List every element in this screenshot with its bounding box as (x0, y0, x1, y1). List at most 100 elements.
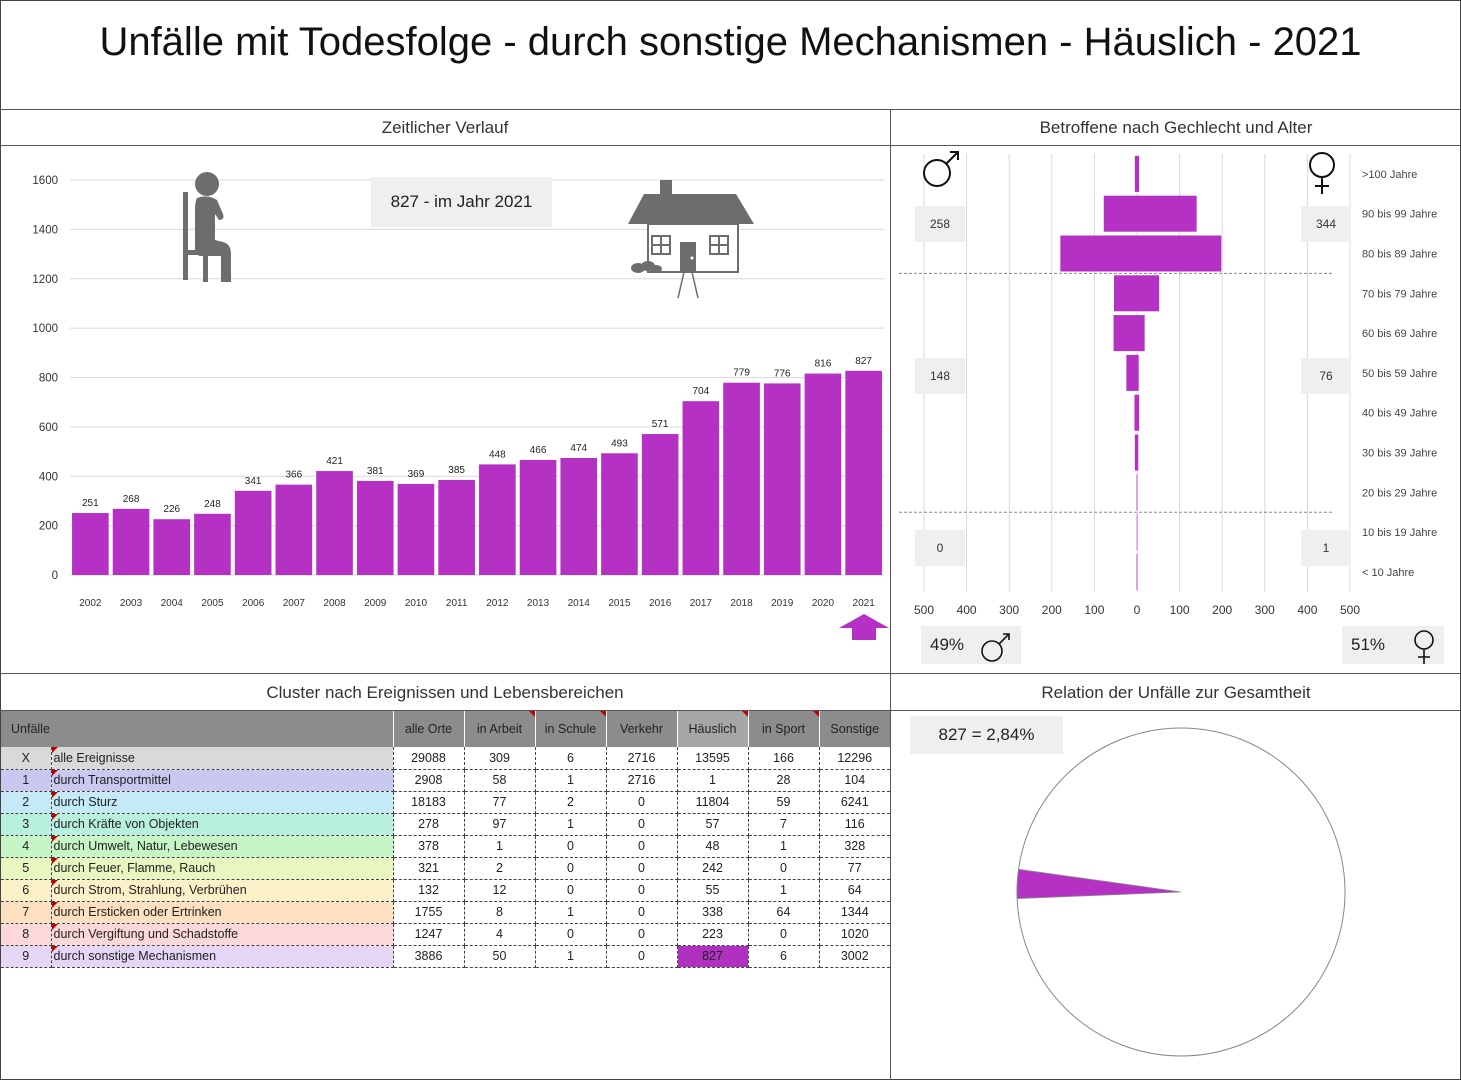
bar-value-label: 251 (82, 498, 99, 509)
bar-2015 (601, 453, 638, 575)
row-value: 0 (535, 857, 607, 880)
page-title: Unfälle mit Todesfolge - durch sonstige … (99, 20, 1362, 64)
x-tick-label: 2002 (79, 598, 102, 609)
bar-2019 (763, 383, 801, 575)
row-value: 132 (393, 879, 465, 902)
relation-label: 827 = 2,84% (910, 716, 1063, 754)
row-value: 50 (464, 945, 536, 968)
row-value: 6 (748, 945, 820, 968)
row-id: 4 (1, 835, 52, 858)
row-value: 1755 (393, 901, 465, 924)
age-group-label: 50 bis 59 Jahre (1362, 368, 1437, 380)
row-id: X (1, 747, 52, 770)
female-symbol-icon (1309, 152, 1335, 194)
female-count-box-high: 344 (1301, 206, 1351, 242)
bar-value-label: 226 (163, 504, 180, 515)
row-value: 64 (819, 879, 890, 902)
x-tick-label: 2018 (730, 598, 753, 609)
table-header-in-sport: in Sport (748, 711, 820, 747)
bar-2010 (397, 483, 435, 575)
bar-2004 (153, 519, 191, 575)
row-value: 97 (464, 813, 536, 836)
row-value: 12296 (819, 747, 890, 770)
bar-value-label: 704 (693, 386, 710, 397)
divider-title (0, 109, 1461, 110)
age-group-label: >100 Jahre (1362, 169, 1417, 181)
row-value: 0 (535, 923, 607, 946)
row-value: 1 (535, 945, 607, 968)
x-tick-label: 2020 (812, 598, 835, 609)
table-row: 1 durch Transportmittel 2908 58 1 2716 1 28 104 (1, 769, 890, 792)
male-count-box-mid: 148 (915, 358, 965, 394)
male-bar (1060, 235, 1137, 272)
row-name: durch Kräfte von Objekten (51, 813, 394, 836)
x-tick-label: 2015 (608, 598, 631, 609)
row-value: 58 (464, 769, 536, 792)
row-name: durch Strom, Strahlung, Verbrühen (51, 879, 394, 902)
timeline-section-title: Zeitlicher Verlauf (381, 118, 509, 137)
table-row: 8 durch Vergiftung und Schadstoffe 1247 4 0 0… (1, 923, 890, 946)
row-value: 223 (677, 923, 749, 946)
male-bar (1134, 394, 1137, 431)
x-tick-label: 100 (1170, 603, 1190, 617)
bar-2008 (316, 471, 353, 575)
age-group-label: 30 bis 39 Jahre (1362, 448, 1437, 460)
x-tick-label: 2004 (161, 598, 184, 609)
female-count-box-mid: 76 (1301, 358, 1351, 394)
age-group-label: 90 bis 99 Jahre (1362, 209, 1437, 221)
row-value: 378 (393, 835, 465, 858)
bar-2007 (275, 484, 313, 575)
bar-2009 (356, 480, 394, 575)
bar-2005 (194, 513, 231, 575)
x-tick-label: 2006 (242, 598, 265, 609)
bar-2020 (804, 373, 842, 575)
male-bar (1113, 315, 1137, 352)
female-percentage: 51% (1351, 635, 1386, 654)
y-tick-label: 1000 (32, 323, 58, 335)
bar-2002 (72, 513, 109, 575)
row-name: durch Sturz (51, 791, 394, 814)
divider-section-titles (0, 145, 1461, 146)
row-name: durch Ersticken oder Ertrinken (51, 901, 394, 924)
bar-value-label: 341 (245, 476, 262, 487)
row-value: 338 (677, 901, 749, 924)
male-symbol-icon (981, 633, 1010, 662)
bar-value-label: 369 (408, 469, 425, 480)
row-name: durch Umwelt, Natur, Lebewesen (51, 835, 394, 858)
row-value: 77 (464, 791, 536, 814)
row-name: durch Transportmittel (51, 769, 394, 792)
y-tick-label: 400 (39, 471, 58, 483)
y-tick-label: 200 (39, 521, 58, 533)
row-value: 1 (464, 835, 536, 858)
table-row: 9 durch sonstige Mechanismen 3886 50 1 0 827 6 3… (1, 945, 890, 968)
table-row: 6 durch Strom, Strahlung, Verbrühen 132 12 0… (1, 879, 890, 902)
row-value: 1 (748, 835, 820, 858)
row-value: 0 (748, 923, 820, 946)
age-group-label: < 10 Jahre (1362, 567, 1414, 579)
row-value: 3002 (819, 945, 890, 968)
table-row: 5 durch Feuer, Flamme, Rauch 321 2 0 0 242 0 77 (1, 857, 890, 880)
pie-slice-highlight (1016, 868, 1182, 899)
row-value: 55 (677, 879, 749, 902)
row-value: 64 (748, 901, 820, 924)
row-value: 2 (535, 791, 607, 814)
female-symbol-icon (1414, 630, 1434, 664)
bar-value-label: 366 (286, 470, 303, 481)
up-arrow-icon (839, 614, 889, 640)
female-bar (1137, 275, 1160, 312)
row-value: 77 (819, 857, 890, 880)
row-value: 321 (393, 857, 465, 880)
row-name: durch sonstige Mechanismen (51, 945, 394, 968)
female-bar (1137, 315, 1145, 352)
row-value: 48 (677, 835, 749, 858)
male-bar (1134, 434, 1137, 471)
row-value: 8 (464, 901, 536, 924)
x-tick-label: 2014 (568, 598, 591, 609)
row-id: 7 (1, 901, 52, 924)
table-header-haeuslich: Häuslich (677, 711, 749, 747)
x-tick-label: 2017 (690, 598, 713, 609)
table-header-unfaelle: Unfälle (1, 711, 394, 747)
bar-2013 (519, 459, 557, 575)
table-row: 2 durch Sturz 18183 77 2 0 11804 59 6241 (1, 791, 890, 814)
row-value: 2716 (606, 747, 678, 770)
